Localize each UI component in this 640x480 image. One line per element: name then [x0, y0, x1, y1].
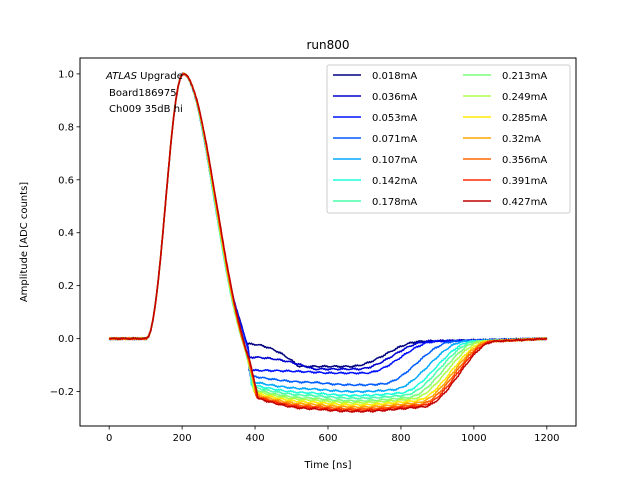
- legend-entry: 0.213mA: [502, 71, 547, 82]
- legend-entry: 0.178mA: [372, 197, 417, 208]
- legend-entry: 0.071mA: [372, 134, 417, 145]
- x-tick-label: 1200: [534, 433, 559, 444]
- legend-entry: 0.391mA: [502, 176, 547, 187]
- x-tick-label: 200: [173, 433, 192, 444]
- legend: 0.018mA 0.036mA 0.053mA 0.071mA 0.107mA 0.142…: [326, 64, 571, 214]
- series-layer: [108, 72, 548, 413]
- legend-entry: 0.249mA: [502, 92, 547, 103]
- legend-entry: 0.018mA: [372, 71, 417, 82]
- x-axis: 0 200 400 600 800 1000 1200: [106, 426, 560, 444]
- y-tick-label: 0.0: [58, 334, 74, 345]
- legend-entry: 0.32mA: [502, 134, 541, 145]
- x-tick-label: 600: [318, 433, 337, 444]
- chart-title: run800: [306, 38, 349, 52]
- y-axis: −0.2 0.0 0.2 0.4 0.6 0.8 1.0: [50, 69, 80, 398]
- atlas-annotation: ATLAS Upgrade Board186975 Ch009 35dB hi: [105, 71, 183, 115]
- y-tick-label: 0.8: [58, 122, 74, 133]
- legend-entry: 0.107mA: [372, 155, 417, 166]
- annotation-board: Board186975: [109, 88, 177, 99]
- legend-entry: 0.036mA: [372, 92, 417, 103]
- annotation-upgrade: Upgrade: [137, 71, 183, 82]
- annotation-atlas: ATLAS: [105, 71, 138, 82]
- y-axis-label: Amplitude [ADC counts]: [19, 182, 30, 302]
- legend-entry: 0.285mA: [502, 113, 547, 124]
- x-tick-label: 0: [106, 433, 112, 444]
- y-tick-label: 0.6: [58, 175, 74, 186]
- series-line: [109, 73, 548, 413]
- y-tick-label: 1.0: [58, 69, 74, 80]
- annotation-line-1: ATLAS Upgrade: [105, 71, 183, 82]
- legend-entry: 0.053mA: [372, 113, 417, 124]
- x-axis-label: Time [ns]: [303, 460, 351, 471]
- y-tick-label: 0.4: [58, 228, 74, 239]
- y-tick-label: 0.2: [58, 281, 74, 292]
- y-tick-label: −0.2: [50, 387, 74, 398]
- x-tick-label: 1000: [461, 433, 486, 444]
- legend-entry: 0.356mA: [502, 155, 547, 166]
- axes-frame: [79, 57, 577, 427]
- x-tick-label: 400: [246, 433, 265, 444]
- legend-entry: 0.142mA: [372, 176, 417, 187]
- annotation-channel: Ch009 35dB hi: [109, 104, 183, 115]
- x-tick-label: 800: [391, 433, 410, 444]
- legend-box: [326, 64, 571, 214]
- legend-entry: 0.427mA: [502, 197, 547, 208]
